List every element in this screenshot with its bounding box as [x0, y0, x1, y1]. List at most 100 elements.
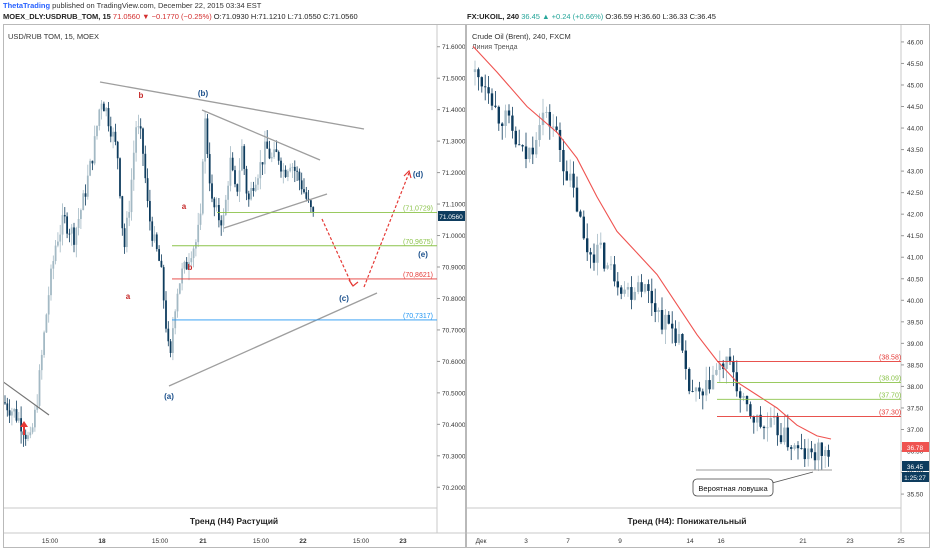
brent-candle[interactable]	[623, 281, 626, 297]
brent-candle[interactable]	[528, 147, 531, 163]
usdrub-candle[interactable]	[40, 349, 43, 380]
usdrub-candle[interactable]	[121, 195, 124, 236]
brent-candle[interactable]	[538, 113, 541, 147]
brent-candle[interactable]	[501, 122, 504, 140]
brent-candle[interactable]	[640, 274, 643, 298]
usdrub-candle[interactable]	[284, 165, 287, 179]
brent-candle[interactable]	[490, 88, 494, 111]
brent-candle[interactable]	[728, 347, 732, 365]
usdrub-candle[interactable]	[139, 118, 142, 139]
brent-candle[interactable]	[742, 392, 745, 402]
usdrub-candle[interactable]	[206, 113, 209, 159]
usdrub-candle[interactable]	[303, 178, 305, 194]
brent-candle[interactable]	[606, 262, 609, 270]
usdrub-candle[interactable]	[264, 130, 266, 174]
usdrub-candle[interactable]	[149, 189, 151, 231]
usdrub-candle[interactable]	[261, 162, 264, 176]
usdrub-candle[interactable]	[116, 140, 119, 170]
brent-candle[interactable]	[596, 233, 599, 276]
usdrub-candle[interactable]	[66, 212, 68, 239]
brent-chart-panel[interactable]: Crude Oil (Brent), 240, FXCM Линия Тренд…	[466, 24, 930, 548]
brent-candle[interactable]	[698, 381, 701, 399]
usdrub-candle[interactable]	[132, 140, 135, 191]
usdrub-candle[interactable]	[112, 127, 114, 149]
usdrub-candle[interactable]	[282, 163, 285, 184]
brent-candle[interactable]	[786, 414, 789, 451]
brent-candle[interactable]	[769, 407, 772, 428]
usdrub-candle[interactable]	[63, 207, 66, 224]
brent-candle[interactable]	[589, 247, 592, 269]
usdrub-candle[interactable]	[268, 140, 271, 160]
usdrub-candle[interactable]	[312, 206, 315, 217]
brent-candle[interactable]	[681, 333, 684, 353]
brent-candle[interactable]	[497, 105, 500, 131]
brent-candle[interactable]	[616, 272, 619, 296]
brent-candle[interactable]	[701, 388, 704, 410]
usdrub-candle[interactable]	[59, 224, 62, 253]
usdrub-candle[interactable]	[201, 158, 204, 216]
usdrub-candle[interactable]	[27, 431, 29, 442]
usdrub-candle[interactable]	[54, 240, 57, 265]
brent-candle[interactable]	[473, 60, 477, 86]
usdrub-candle[interactable]	[13, 408, 16, 418]
usdrub-candle[interactable]	[247, 190, 250, 207]
usdrub-candle[interactable]	[243, 144, 246, 175]
brent-candle[interactable]	[691, 379, 694, 393]
usdrub-candle[interactable]	[167, 321, 170, 347]
brent-candle[interactable]	[677, 321, 681, 345]
brent-candle[interactable]	[824, 446, 827, 468]
brent-candle[interactable]	[759, 406, 762, 429]
usdrub-candle[interactable]	[123, 223, 126, 254]
usdrub-candle[interactable]	[130, 168, 133, 221]
usdrub-candle[interactable]	[220, 215, 223, 236]
usdrub-candle[interactable]	[305, 186, 308, 202]
brent-candle[interactable]	[562, 139, 565, 186]
brent-candle[interactable]	[511, 106, 514, 139]
brent-candle[interactable]	[558, 122, 562, 162]
brent-candle[interactable]	[766, 412, 769, 442]
usdrub-candle[interactable]	[103, 101, 105, 112]
usdrub-candle[interactable]	[151, 216, 154, 247]
usdrub-candle[interactable]	[174, 309, 177, 335]
usdrub-candle[interactable]	[77, 208, 80, 236]
brent-candle[interactable]	[715, 363, 718, 376]
brent-candle[interactable]	[592, 243, 596, 271]
brent-candle[interactable]	[708, 366, 711, 394]
usdrub-candle[interactable]	[172, 316, 174, 361]
brent-candle[interactable]	[545, 106, 548, 118]
brent-candle[interactable]	[762, 425, 766, 440]
usdrub-candle[interactable]	[227, 180, 229, 212]
brent-candle[interactable]	[521, 144, 524, 152]
usdrub-candle[interactable]	[155, 232, 158, 252]
brent-candle[interactable]	[630, 276, 633, 310]
usdrub-candle[interactable]	[287, 169, 289, 182]
usdrub-candle[interactable]	[178, 283, 181, 295]
usdrub-candle[interactable]	[195, 239, 197, 257]
brent-candle[interactable]	[507, 104, 511, 124]
brent-candle[interactable]	[664, 309, 667, 345]
usdrub-candle[interactable]	[29, 426, 32, 439]
brent-candle[interactable]	[650, 278, 653, 316]
usdrub-candle[interactable]	[45, 313, 48, 333]
usdrub-candle[interactable]	[234, 165, 236, 188]
usdrub-candle[interactable]	[17, 412, 20, 423]
brent-chart-svg[interactable]: Crude Oil (Brent), 240, FXCM Линия Тренд…	[467, 25, 929, 547]
usdrub-candle[interactable]	[146, 168, 149, 208]
usdrub-candle[interactable]	[50, 264, 52, 301]
usdrub-candle[interactable]	[197, 212, 200, 247]
usdrub-candle[interactable]	[213, 196, 216, 217]
usdrub-candle[interactable]	[252, 181, 255, 197]
brent-candle[interactable]	[756, 414, 759, 432]
brent-candle[interactable]	[565, 160, 568, 181]
usdrub-candle[interactable]	[296, 166, 298, 181]
usdrub-candle[interactable]	[273, 141, 275, 159]
usdrub-candle[interactable]	[135, 120, 137, 162]
usdrub-candle[interactable]	[208, 142, 211, 192]
usdrub-candle[interactable]	[98, 108, 101, 131]
usdrub-candle[interactable]	[280, 157, 282, 178]
brent-candle[interactable]	[790, 445, 793, 461]
usdrub-candle[interactable]	[266, 130, 269, 149]
usdrub-candle[interactable]	[100, 99, 103, 120]
usdrub-candle[interactable]	[38, 364, 41, 409]
usdrub-candle[interactable]	[91, 160, 94, 171]
